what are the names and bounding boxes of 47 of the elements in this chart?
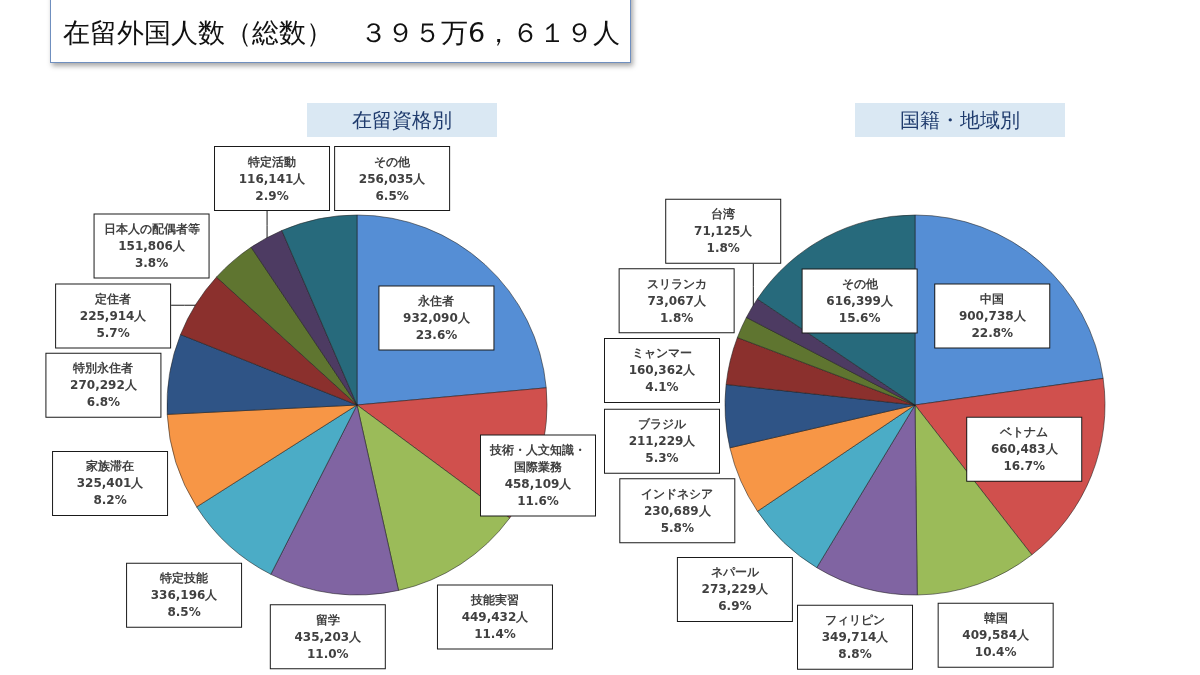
data-label: 211,229人 5.3% xyxy=(628,434,697,466)
data-label: 273,229人 6.9% xyxy=(701,582,770,614)
data-label: 325,401人 8.2% xyxy=(76,476,145,508)
data-label: 336,196人 8.5% xyxy=(150,588,219,620)
slice-label: 特定技能 xyxy=(159,571,210,586)
data-label: 435,203人 11.0% xyxy=(294,629,363,661)
slice-label: ブラジル xyxy=(638,417,687,432)
data-label: 458,109人 11.6% xyxy=(504,476,573,508)
data-label: 900,738人 22.8% xyxy=(958,309,1027,341)
data-label: 71,125人 1.8% xyxy=(694,224,754,256)
data-label: 151,806人 3.8% xyxy=(118,239,186,271)
slice-label: その他 xyxy=(841,277,879,292)
data-label: 270,292人 6.8% xyxy=(70,378,138,410)
slice-label: 家族滞在 xyxy=(85,459,135,474)
note-card: 在留外国人数（総数） ３９５万6，６１９人 xyxy=(50,0,632,63)
slice-label: 技能実習 xyxy=(469,592,519,607)
slice-label: 特定活動 xyxy=(247,154,297,169)
slice-label: その他 xyxy=(374,154,412,169)
slice-label: 留学 xyxy=(315,612,340,627)
slice-label: 日本人の配偶者等 xyxy=(103,222,200,237)
chart-title: 国籍・地域別 xyxy=(900,108,1020,132)
data-label: 160,362人 4.1% xyxy=(628,363,697,395)
data-label: 616,399人 15.6% xyxy=(826,294,894,326)
slice-label: 中国 xyxy=(980,292,1005,307)
slice-label: 定住者 xyxy=(94,292,132,306)
chart-title: 在留資格別 xyxy=(352,108,452,132)
slice-label: 台湾 xyxy=(711,207,736,222)
data-label: 449,432人 11.4% xyxy=(461,609,530,641)
data-label: 256,035人 6.5% xyxy=(358,171,427,203)
data-label: 73,067人 1.8% xyxy=(647,293,707,325)
data-label: 349,714人 8.8% xyxy=(821,630,890,662)
slice-label: ミャンマー xyxy=(632,346,692,361)
slice-label: ベトナム xyxy=(999,425,1049,440)
data-label: 409,584人 10.4% xyxy=(962,628,1030,660)
data-label: 932,090人 23.6% xyxy=(403,311,471,343)
slice-label: 特別永住者 xyxy=(72,361,134,376)
data-label: 230,689人 5.8% xyxy=(643,503,712,535)
slice-label: インドネシア xyxy=(641,486,714,501)
data-label: 225,914人 5.7% xyxy=(79,309,148,340)
slice-label: ネパール xyxy=(710,565,760,580)
slice-label: フィリピン xyxy=(825,613,886,628)
slice-label: スリランカ xyxy=(646,276,707,291)
slice-label: 韓国 xyxy=(983,611,1008,626)
slice-label: 技術・人文知識・国際業務 xyxy=(489,442,586,474)
data-label: 660,483人 16.7% xyxy=(990,442,1059,474)
data-label: 116,141人 2.9% xyxy=(238,171,307,203)
slice-label: 永住者 xyxy=(417,294,455,309)
